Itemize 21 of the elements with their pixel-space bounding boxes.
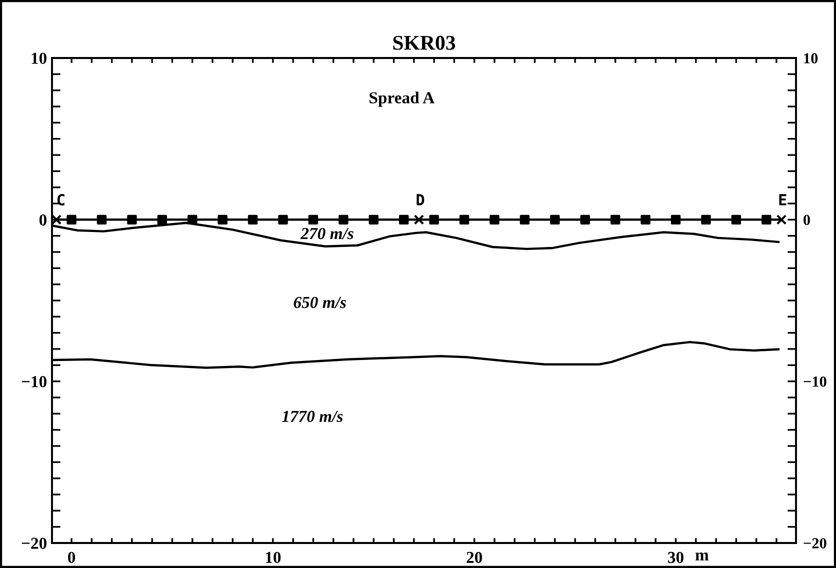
annotation: 1770 m/s: [282, 410, 343, 422]
y2-tick-label: 10: [804, 53, 818, 64]
x-tick-label: 30: [668, 552, 684, 564]
annotation: Spread A: [370, 92, 435, 107]
x-tick-label: 10: [266, 552, 281, 564]
y-tick-label: −10: [22, 376, 47, 388]
annotation: 270 m/s: [300, 228, 354, 240]
y-tick-label: 10: [32, 52, 47, 64]
x-axis-title: m: [695, 552, 709, 560]
annotation: 650 m/s: [294, 296, 346, 308]
y-tick-label: −20: [22, 538, 47, 549]
annotation: E: [779, 194, 786, 206]
y2-tick-label: 0: [804, 214, 810, 226]
chart-title: SKR03: [393, 36, 456, 50]
x-tick-label: 20: [466, 552, 482, 564]
y2-tick-label: −20: [804, 538, 826, 548]
annotation: C: [57, 194, 64, 206]
y-tick-label: 0: [39, 214, 47, 226]
x-tick-label: 0: [68, 552, 76, 564]
annotation: D: [416, 194, 424, 206]
y2-tick-label: −10: [804, 376, 826, 387]
